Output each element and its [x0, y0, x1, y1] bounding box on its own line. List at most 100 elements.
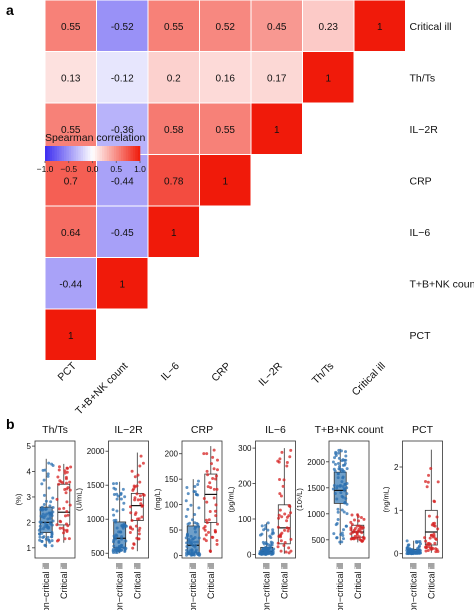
data-point	[193, 530, 197, 534]
data-point	[44, 499, 48, 503]
data-point	[117, 530, 121, 534]
data-point	[264, 550, 268, 554]
data-point	[424, 480, 428, 484]
data-point	[39, 514, 43, 518]
data-point	[38, 524, 42, 528]
y-tick-label: 200	[165, 450, 179, 459]
data-point	[269, 536, 273, 540]
legend-gradient-step	[116, 146, 119, 161]
data-point	[362, 517, 366, 521]
data-point	[344, 450, 348, 454]
data-point	[427, 514, 431, 518]
y-tick-label: 2	[27, 518, 32, 527]
y-tick-label: 500	[312, 536, 326, 545]
data-point	[55, 497, 59, 501]
data-point	[361, 535, 365, 539]
y-tick-label: 500	[91, 549, 105, 558]
data-point	[139, 498, 143, 502]
legend-gradient-step	[132, 146, 136, 161]
data-point	[128, 505, 132, 509]
y-tick-label: 1500	[307, 484, 325, 493]
data-point	[51, 464, 55, 468]
data-point	[340, 468, 344, 472]
data-point	[47, 461, 51, 465]
heatmap-col-label: PCT	[56, 360, 80, 384]
legend-tick-label: −1.0	[37, 164, 54, 174]
data-point	[280, 450, 284, 454]
data-point	[51, 510, 55, 514]
data-point	[46, 525, 50, 529]
data-point	[116, 494, 120, 498]
heatmap-cell-value: 0.55	[216, 125, 236, 136]
legend-gradient-step	[128, 146, 131, 161]
data-point	[189, 503, 193, 507]
data-point	[211, 455, 215, 459]
heatmap-cell-value: 0.58	[164, 125, 184, 136]
data-point	[197, 525, 201, 529]
legend-gradient-step	[102, 146, 105, 161]
data-point	[335, 497, 339, 501]
data-point	[410, 552, 414, 556]
data-point	[214, 503, 218, 507]
data-point	[184, 499, 188, 503]
data-point	[57, 507, 61, 511]
data-point	[48, 516, 52, 520]
y-axis-label: (U/mL)	[75, 488, 84, 511]
data-point	[39, 507, 43, 511]
data-point	[206, 485, 210, 489]
data-point	[277, 516, 281, 520]
data-point	[345, 467, 349, 471]
heatmap-cell	[199, 0, 252, 52]
data-point	[285, 464, 289, 468]
data-point	[278, 477, 282, 481]
data-point	[119, 548, 123, 552]
heatmap-cell-value: 0.55	[61, 22, 81, 33]
legend-tick-label: −0.5	[60, 164, 77, 174]
data-point	[212, 467, 216, 471]
data-point	[44, 507, 48, 511]
data-point	[260, 549, 264, 553]
x-category-label: Critical ill	[206, 563, 216, 599]
data-point	[350, 513, 354, 517]
data-point	[271, 550, 275, 554]
data-point	[430, 523, 434, 527]
data-point	[433, 541, 437, 545]
heatmap-cell	[44, 0, 97, 52]
data-point	[40, 531, 44, 535]
legend-gradient-step	[106, 146, 110, 161]
data-point	[433, 500, 437, 504]
data-point	[51, 519, 55, 523]
data-point	[56, 475, 60, 479]
data-point	[262, 542, 266, 546]
data-point	[207, 530, 211, 534]
data-point	[337, 448, 341, 452]
data-point	[112, 486, 116, 490]
legend-gradient-step	[78, 146, 81, 161]
data-point	[185, 533, 189, 537]
data-point	[409, 548, 413, 552]
y-tick-label: 2000	[307, 458, 325, 467]
data-point	[111, 482, 115, 486]
data-point	[50, 539, 54, 543]
data-point	[271, 531, 275, 535]
data-point	[209, 486, 213, 490]
legend-gradient-step	[73, 146, 77, 161]
legend-tick-label: 0.5	[110, 164, 122, 174]
heatmap-cell	[199, 154, 252, 207]
data-point	[345, 502, 349, 506]
data-point	[117, 548, 121, 552]
heatmap-cell	[147, 102, 200, 155]
data-point	[336, 471, 340, 475]
data-point	[205, 469, 209, 473]
data-point	[136, 517, 140, 521]
data-point	[342, 470, 346, 474]
boxplot-title: CRP	[191, 424, 213, 436]
data-point	[340, 480, 344, 484]
data-point	[270, 543, 274, 547]
heatmap-cell-value: 1	[325, 73, 331, 84]
data-point	[211, 477, 215, 481]
data-point	[339, 491, 343, 495]
data-point	[205, 452, 209, 456]
data-point	[282, 544, 286, 548]
data-point	[204, 533, 208, 537]
